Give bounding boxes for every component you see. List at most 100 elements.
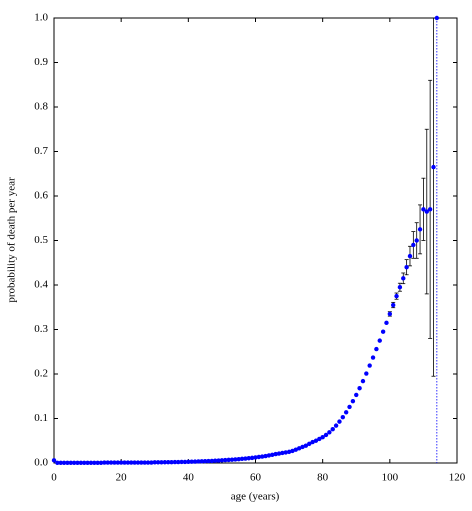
- data-point: [300, 444, 305, 450]
- data-point: [333, 423, 339, 428]
- y-tick-label: 0.7: [34, 145, 48, 157]
- data-point: [199, 459, 204, 464]
- data-point: [296, 446, 302, 451]
- data-point: [196, 459, 201, 464]
- data-point: [108, 460, 114, 465]
- data-point: [78, 460, 84, 465]
- data-point: [411, 242, 416, 248]
- y-tick-label: 0.5: [34, 234, 48, 246]
- data-point: [337, 419, 342, 424]
- data-point: [249, 455, 255, 461]
- data-point: [387, 311, 393, 317]
- data-point: [377, 338, 382, 343]
- data-point: [384, 320, 389, 326]
- x-tick-label: 40: [183, 472, 195, 484]
- data-point: [149, 460, 154, 465]
- data-point: [51, 458, 57, 463]
- data-point: [71, 460, 77, 465]
- y-tick-label: 0.1: [34, 412, 48, 424]
- data-point: [88, 460, 94, 465]
- data-point: [68, 460, 73, 465]
- data-point: [401, 276, 406, 281]
- data-point: [357, 386, 362, 391]
- data-point: [233, 457, 238, 462]
- data-point: [424, 209, 429, 214]
- data-point: [172, 459, 178, 465]
- data-point: [118, 460, 124, 465]
- data-point: [273, 451, 278, 457]
- data-point: [407, 253, 413, 259]
- data-point: [380, 329, 386, 334]
- y-axis-label: probability of death per year: [6, 177, 18, 303]
- data-point: [417, 227, 423, 232]
- data-point: [236, 456, 241, 462]
- data-point: [253, 455, 258, 460]
- data-point: [374, 346, 379, 352]
- data-point: [165, 459, 171, 465]
- data-point: [139, 460, 144, 465]
- data-point: [421, 207, 426, 212]
- x-tick-label: 120: [449, 472, 466, 484]
- y-tick-label: 0.2: [34, 368, 48, 380]
- data-point: [179, 459, 184, 465]
- data-point: [330, 426, 335, 432]
- data-point: [176, 459, 181, 465]
- data-point: [431, 164, 436, 170]
- y-tick-label: 1.0: [34, 12, 48, 24]
- y-tick-label: 0.9: [34, 56, 48, 68]
- x-tick-label: 80: [317, 472, 329, 484]
- data-point: [327, 430, 332, 435]
- data-point: [61, 460, 67, 465]
- data-point: [58, 460, 63, 465]
- data-point: [313, 438, 319, 443]
- data-point: [293, 447, 298, 452]
- data-point: [85, 460, 90, 465]
- data-point: [125, 460, 131, 465]
- data-point: [323, 432, 329, 438]
- error-bar: [431, 17, 436, 377]
- data-point: [186, 459, 191, 464]
- data-point: [290, 448, 295, 454]
- data-point: [263, 453, 268, 459]
- data-point: [246, 456, 251, 461]
- data-point: [343, 410, 349, 415]
- data-point: [354, 392, 359, 398]
- data-point: [115, 460, 121, 465]
- data-point: [310, 439, 315, 445]
- data-point: [434, 15, 440, 21]
- data-point: [307, 441, 312, 447]
- data-point: [213, 458, 218, 463]
- data-point: [219, 458, 225, 463]
- data-point: [360, 378, 366, 384]
- data-point: [303, 443, 309, 448]
- data-point: [82, 460, 87, 465]
- data-point: [367, 363, 372, 368]
- data-point: [202, 459, 208, 464]
- data-point: [152, 460, 157, 465]
- data-point: [283, 450, 288, 455]
- y-tick-label: 0.0: [34, 457, 48, 469]
- data-point: [206, 458, 211, 464]
- y-tick-label: 0.3: [34, 323, 48, 335]
- data-point: [276, 451, 282, 456]
- data-point: [243, 456, 248, 461]
- y-tick-label: 0.8: [34, 101, 48, 113]
- data-point: [223, 457, 228, 463]
- data-point: [256, 454, 262, 460]
- data-point: [182, 459, 188, 465]
- x-tick-label: 0: [51, 472, 57, 484]
- data-point: [320, 434, 325, 440]
- data-point: [189, 459, 194, 464]
- data-point: [216, 458, 221, 463]
- data-point: [132, 460, 137, 465]
- data-point: [414, 238, 419, 243]
- data-point: [55, 460, 60, 465]
- data-point: [145, 460, 151, 465]
- data-point: [209, 458, 215, 464]
- data-point: [270, 452, 275, 457]
- data-point: [92, 460, 97, 465]
- data-point: [266, 453, 272, 458]
- data-point: [394, 293, 399, 299]
- data-point: [129, 460, 134, 465]
